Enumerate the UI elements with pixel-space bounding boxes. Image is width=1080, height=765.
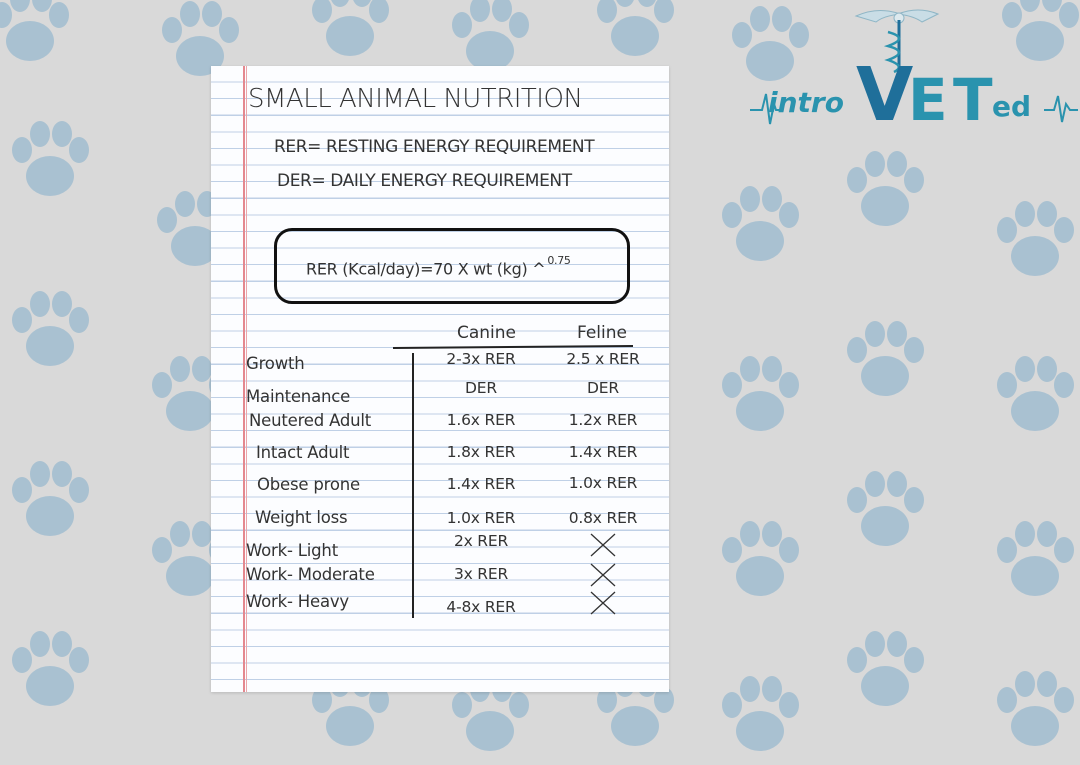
paw-print-icon <box>0 110 100 210</box>
cross-mark-icon <box>588 590 618 616</box>
cell-feline-obese-prone: 1.0x RER <box>568 474 638 492</box>
cell-canine-maintenance: DER <box>465 379 497 397</box>
abbreviation-rer: RER= RESTING ENERGY REQUIREMENT <box>274 137 595 157</box>
paw-print-icon <box>835 140 935 240</box>
cell-canine-weight-loss: 1.0x RER <box>446 509 516 527</box>
row-label-work-moderate: Work- Moderate <box>246 565 375 584</box>
row-label-work-heavy: Work- Heavy <box>246 592 349 611</box>
cell-canine-work-moderate: 3x RER <box>453 565 509 583</box>
cell-canine-obese-prone: 1.4x RER <box>446 475 516 493</box>
cell-canine-work-light: 2x RER <box>453 532 509 550</box>
table-vertical-rule <box>412 353 414 618</box>
logo-text-t: T <box>953 66 993 134</box>
logo-text-intro: intro <box>768 86 844 119</box>
margin-line <box>243 66 245 692</box>
paw-print-icon <box>990 0 1080 75</box>
paw-print-icon <box>0 280 100 380</box>
cell-feline-intact-adult: 1.4x RER <box>568 443 638 461</box>
introveted-logo: intro V E T ed <box>748 4 1080 138</box>
margin-line <box>246 66 247 692</box>
cell-canine-growth: 2-3x RER <box>446 350 516 368</box>
abbreviation-der: DER= DAILY ENERGY REQUIREMENT <box>277 171 572 191</box>
caduceus-heartbeat-icon <box>750 9 1078 125</box>
paw-print-icon <box>985 660 1080 760</box>
cell-feline-neutered-adult: 1.2x RER <box>568 411 638 429</box>
cell-canine-intact-adult: 1.8x RER <box>446 443 516 461</box>
logo-text-ed: ed <box>992 90 1032 123</box>
row-label-work-light: Work- Light <box>246 541 338 560</box>
cross-mark-icon <box>588 562 618 588</box>
paw-print-icon <box>835 460 935 560</box>
cell-feline-weight-loss: 0.8x RER <box>568 509 638 527</box>
cell-feline-growth: 2.5 x RER <box>566 350 640 368</box>
cell-canine-neutered-adult: 1.6x RER <box>446 411 516 429</box>
paw-print-icon <box>440 0 540 85</box>
row-label-weight-loss: Weight loss <box>255 508 348 527</box>
rer-formula-exponent: 0.75 <box>547 254 571 267</box>
logo-text-e: E <box>908 66 948 134</box>
row-label-neutered-adult: Neutered Adult <box>249 411 372 430</box>
paw-print-icon <box>720 0 820 95</box>
logo-text-v: V <box>856 52 914 138</box>
row-label-maintenance: Maintenance <box>246 387 351 406</box>
table-header-rule <box>392 344 634 350</box>
paw-print-icon <box>710 665 810 765</box>
paw-print-icon <box>710 345 810 445</box>
paw-print-icon <box>710 510 810 610</box>
row-label-growth: Growth <box>246 354 305 373</box>
column-header-feline: Feline <box>577 323 627 343</box>
row-label-obese-prone: Obese prone <box>257 475 361 494</box>
paw-print-icon <box>300 0 400 70</box>
formula-box: RER (Kcal/day)=70 X wt (kg) ^ 0.75 <box>274 228 630 304</box>
cross-mark-icon <box>588 532 618 558</box>
column-header-canine: Canine <box>457 323 517 343</box>
paw-print-icon <box>985 345 1080 445</box>
rer-formula-text: RER (Kcal/day)=70 X wt (kg) ^ <box>306 259 546 279</box>
paw-print-icon <box>585 0 685 70</box>
paw-print-icon <box>985 190 1080 290</box>
paw-print-icon <box>985 510 1080 610</box>
paw-print-icon <box>710 175 810 275</box>
rer-formula: RER (Kcal/day)=70 X wt (kg) ^ 0.75 <box>306 254 571 279</box>
paw-print-icon <box>835 310 935 410</box>
row-label-intact-adult: Intact Adult <box>256 443 350 462</box>
page-title: SMALL ANIMAL NUTRITION <box>248 84 583 114</box>
cell-canine-work-heavy: 4-8x RER <box>446 598 516 616</box>
paw-print-icon <box>0 450 100 550</box>
paw-print-icon <box>835 620 935 720</box>
paw-print-icon <box>0 620 100 720</box>
notebook-page: SMALL ANIMAL NUTRITION RER= RESTING ENER… <box>211 66 669 692</box>
cell-feline-maintenance: DER <box>587 379 619 397</box>
paw-print-icon <box>0 0 80 75</box>
